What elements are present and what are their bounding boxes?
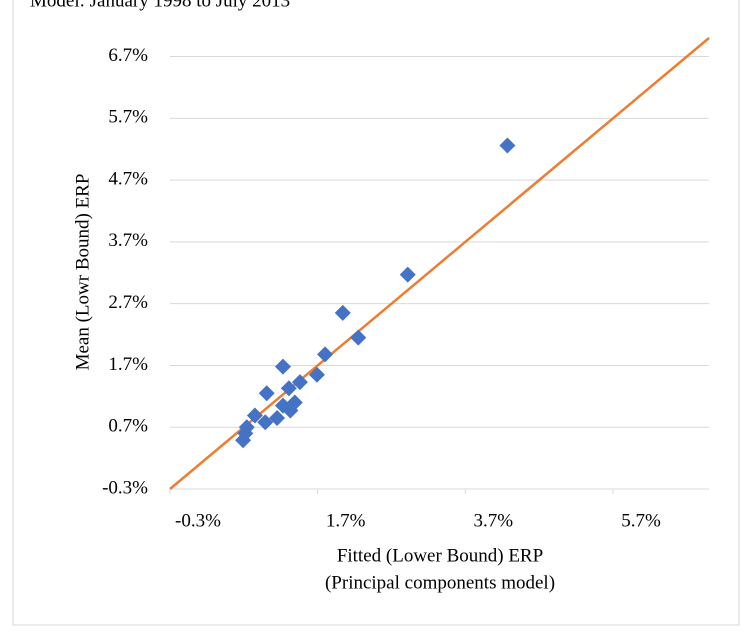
point	[269, 409, 286, 426]
x-tick-label: 5.7%	[621, 510, 661, 531]
x-tick-label: 1.7%	[326, 510, 366, 531]
point	[399, 266, 416, 283]
point	[308, 366, 325, 383]
chart-frame	[12, 0, 740, 626]
point	[280, 380, 297, 397]
y-tick-label: 5.7%	[108, 107, 148, 128]
x-tick-label: 3.7%	[474, 510, 514, 531]
y-tick-label: 4.7%	[108, 168, 148, 189]
point	[257, 414, 274, 431]
point	[499, 137, 516, 154]
y-tick-label: 3.7%	[108, 230, 148, 251]
y-tick-label: 6.7%	[108, 45, 148, 66]
y-tick-label: 0.7%	[108, 416, 148, 437]
point	[282, 402, 299, 419]
chart-title: Model: January 1998 to July 2013	[30, 0, 290, 11]
y-axis-label: Mean (Lowr Bound) ERP	[72, 174, 93, 371]
y-tick-label: 1.7%	[108, 354, 148, 375]
point	[258, 385, 275, 402]
point	[274, 358, 291, 375]
x-tick-label: -0.3%	[175, 510, 221, 531]
x-axis-label: (Principal components model)	[325, 572, 555, 593]
point	[246, 407, 263, 424]
y-tick-label: 2.7%	[108, 292, 148, 313]
x-axis-label: Fitted (Lower Bound) ERP	[337, 545, 543, 566]
point	[350, 329, 367, 346]
point	[291, 374, 308, 391]
y-tick-label: -0.3%	[102, 477, 148, 498]
point	[235, 432, 252, 449]
point	[334, 304, 351, 321]
point	[317, 346, 334, 363]
